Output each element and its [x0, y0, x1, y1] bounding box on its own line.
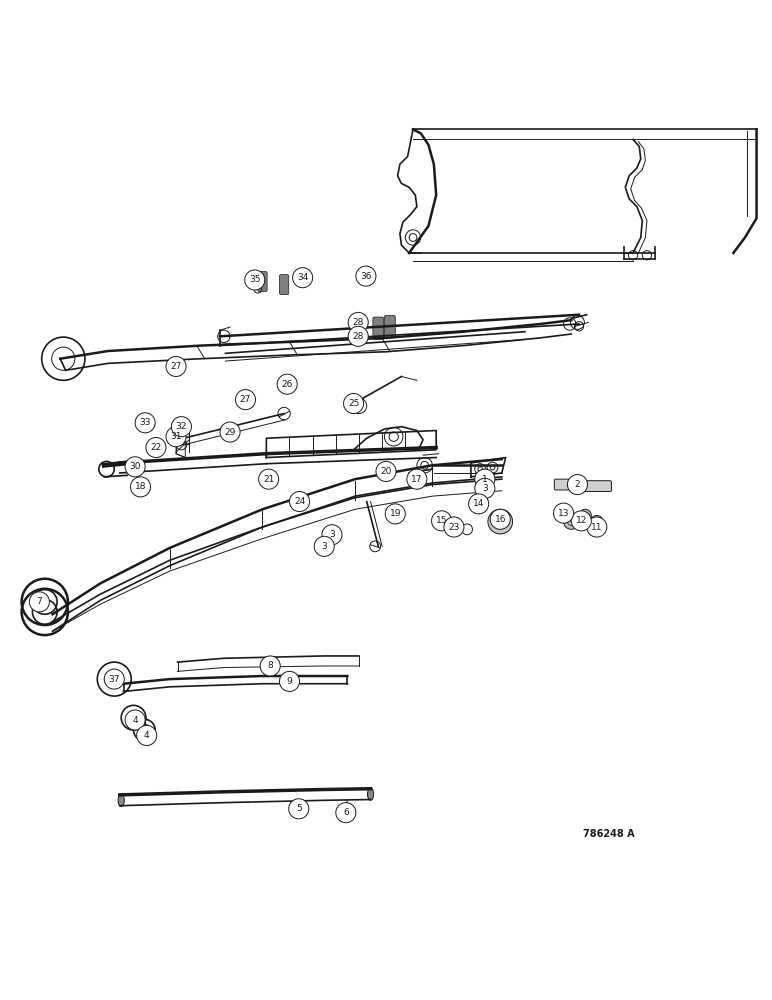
- Text: 11: 11: [591, 523, 602, 532]
- Text: 26: 26: [282, 380, 293, 389]
- Circle shape: [469, 494, 489, 514]
- Text: 27: 27: [171, 362, 181, 371]
- Text: 2: 2: [574, 480, 581, 489]
- Circle shape: [494, 515, 506, 528]
- Circle shape: [259, 469, 279, 489]
- Text: 18: 18: [135, 482, 146, 491]
- Text: 7: 7: [36, 597, 42, 606]
- FancyBboxPatch shape: [258, 271, 267, 292]
- Circle shape: [290, 492, 310, 512]
- FancyBboxPatch shape: [584, 481, 611, 492]
- Text: 24: 24: [294, 497, 305, 506]
- Text: 19: 19: [390, 509, 401, 518]
- Text: 13: 13: [558, 509, 569, 518]
- FancyBboxPatch shape: [279, 275, 289, 295]
- Circle shape: [166, 427, 186, 447]
- Text: 35: 35: [249, 275, 260, 284]
- Text: 29: 29: [225, 428, 235, 437]
- Circle shape: [171, 417, 191, 437]
- FancyBboxPatch shape: [384, 315, 395, 338]
- Text: 28: 28: [353, 332, 364, 341]
- Text: 20: 20: [381, 467, 391, 476]
- Circle shape: [125, 457, 145, 477]
- Bar: [137, 722, 145, 728]
- Text: 4: 4: [132, 716, 138, 725]
- Circle shape: [245, 270, 265, 290]
- Circle shape: [220, 422, 240, 442]
- Circle shape: [289, 799, 309, 819]
- Text: 21: 21: [263, 475, 274, 484]
- Circle shape: [125, 710, 145, 730]
- Circle shape: [130, 477, 151, 497]
- Circle shape: [564, 514, 579, 529]
- Circle shape: [29, 592, 49, 612]
- Circle shape: [385, 504, 405, 524]
- Text: 22: 22: [151, 443, 161, 452]
- Circle shape: [488, 509, 513, 534]
- Circle shape: [591, 515, 603, 528]
- FancyBboxPatch shape: [554, 479, 581, 490]
- Circle shape: [587, 517, 607, 537]
- Circle shape: [135, 413, 155, 433]
- Circle shape: [235, 390, 256, 410]
- Circle shape: [376, 461, 396, 481]
- Text: 37: 37: [109, 675, 120, 684]
- Text: 9: 9: [286, 677, 293, 686]
- Text: 3: 3: [329, 530, 335, 539]
- Circle shape: [554, 503, 574, 523]
- Text: 31: 31: [171, 432, 181, 441]
- Circle shape: [444, 517, 464, 537]
- Text: 3: 3: [321, 542, 327, 551]
- Circle shape: [571, 511, 591, 531]
- Ellipse shape: [118, 794, 124, 806]
- Circle shape: [322, 525, 342, 545]
- Circle shape: [407, 469, 427, 489]
- Text: 3: 3: [482, 484, 488, 493]
- Circle shape: [277, 374, 297, 394]
- Text: 33: 33: [140, 418, 151, 427]
- Circle shape: [137, 725, 157, 745]
- Text: 25: 25: [348, 399, 359, 408]
- Circle shape: [490, 509, 510, 529]
- Text: 6: 6: [343, 808, 349, 817]
- Circle shape: [356, 266, 376, 286]
- Text: 30: 30: [130, 462, 141, 471]
- Text: 36: 36: [361, 272, 371, 281]
- Circle shape: [336, 803, 356, 823]
- Text: 5: 5: [296, 804, 302, 813]
- Circle shape: [567, 475, 587, 495]
- Circle shape: [279, 671, 300, 691]
- Text: 4: 4: [144, 731, 150, 740]
- Text: 34: 34: [297, 273, 308, 282]
- Ellipse shape: [367, 788, 374, 800]
- Circle shape: [344, 393, 364, 414]
- Circle shape: [432, 511, 452, 531]
- Circle shape: [475, 469, 495, 489]
- Circle shape: [348, 326, 368, 346]
- Circle shape: [104, 669, 124, 689]
- Text: 8: 8: [267, 661, 273, 670]
- Circle shape: [146, 437, 166, 458]
- Circle shape: [314, 536, 334, 556]
- FancyBboxPatch shape: [373, 317, 384, 339]
- Text: 14: 14: [473, 499, 484, 508]
- Circle shape: [166, 356, 186, 376]
- Text: 15: 15: [436, 516, 447, 525]
- Circle shape: [260, 656, 280, 676]
- Text: 17: 17: [411, 475, 422, 484]
- Text: 23: 23: [449, 523, 459, 532]
- Circle shape: [579, 509, 591, 522]
- Circle shape: [293, 268, 313, 288]
- Text: 786248 A: 786248 A: [583, 829, 635, 839]
- Text: 1: 1: [482, 475, 488, 484]
- FancyBboxPatch shape: [129, 464, 142, 470]
- Text: 12: 12: [576, 516, 587, 525]
- Text: 16: 16: [495, 515, 506, 524]
- Circle shape: [475, 478, 495, 498]
- Circle shape: [348, 312, 368, 332]
- Text: 32: 32: [176, 422, 187, 431]
- Text: 27: 27: [240, 395, 251, 404]
- Text: 28: 28: [353, 318, 364, 327]
